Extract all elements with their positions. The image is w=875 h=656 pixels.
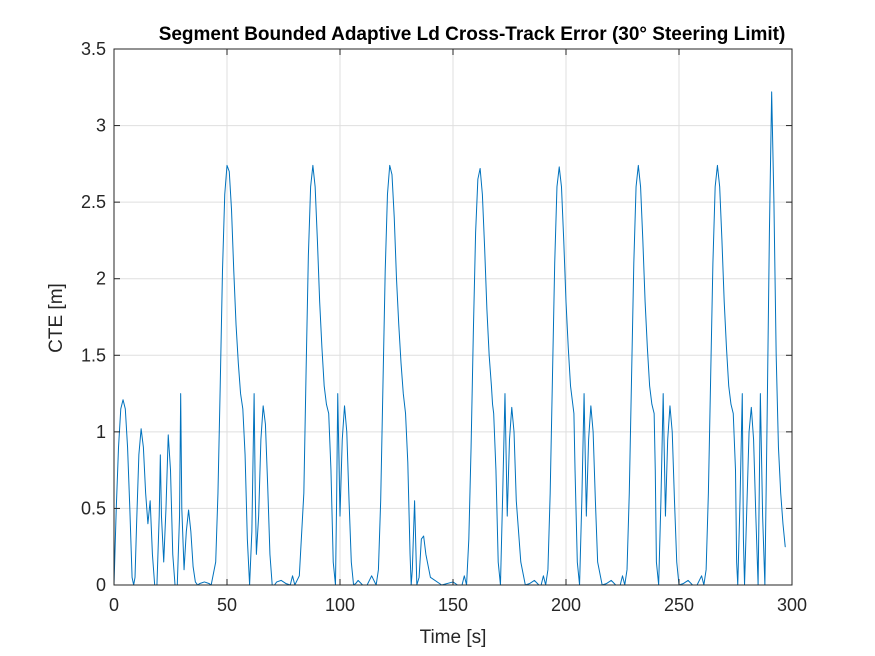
ticks — [113, 48, 793, 586]
x-tick-label: 250 — [664, 595, 694, 615]
y-tick-label: 0.5 — [81, 498, 106, 518]
y-tick-label: 1 — [96, 422, 106, 442]
x-tick-label: 50 — [217, 595, 237, 615]
x-tick-label: 300 — [777, 595, 807, 615]
x-tick-label: 200 — [551, 595, 581, 615]
y-tick-label: 1.5 — [81, 345, 106, 365]
y-tick-label: 2.5 — [81, 192, 106, 212]
y-tick-label: 0 — [96, 575, 106, 595]
x-tick-label: 0 — [109, 595, 119, 615]
x-tick-label: 150 — [438, 595, 468, 615]
y-tick-label: 3.5 — [81, 39, 106, 59]
x-tick-labels: 0 50 100 150 200 250 300 — [109, 595, 807, 615]
chart-title: Segment Bounded Adaptive Ld Cross-Track … — [159, 24, 786, 45]
y-tick-label: 2 — [96, 269, 106, 289]
y-tick-label: 3 — [96, 116, 106, 136]
x-tick-label: 100 — [325, 595, 355, 615]
y-axis-label: CTE [m] — [46, 283, 67, 353]
x-axis-label: Time [s] — [420, 627, 487, 648]
y-tick-labels: 0 0.5 1 1.5 2 2.5 3 3.5 — [81, 39, 106, 595]
